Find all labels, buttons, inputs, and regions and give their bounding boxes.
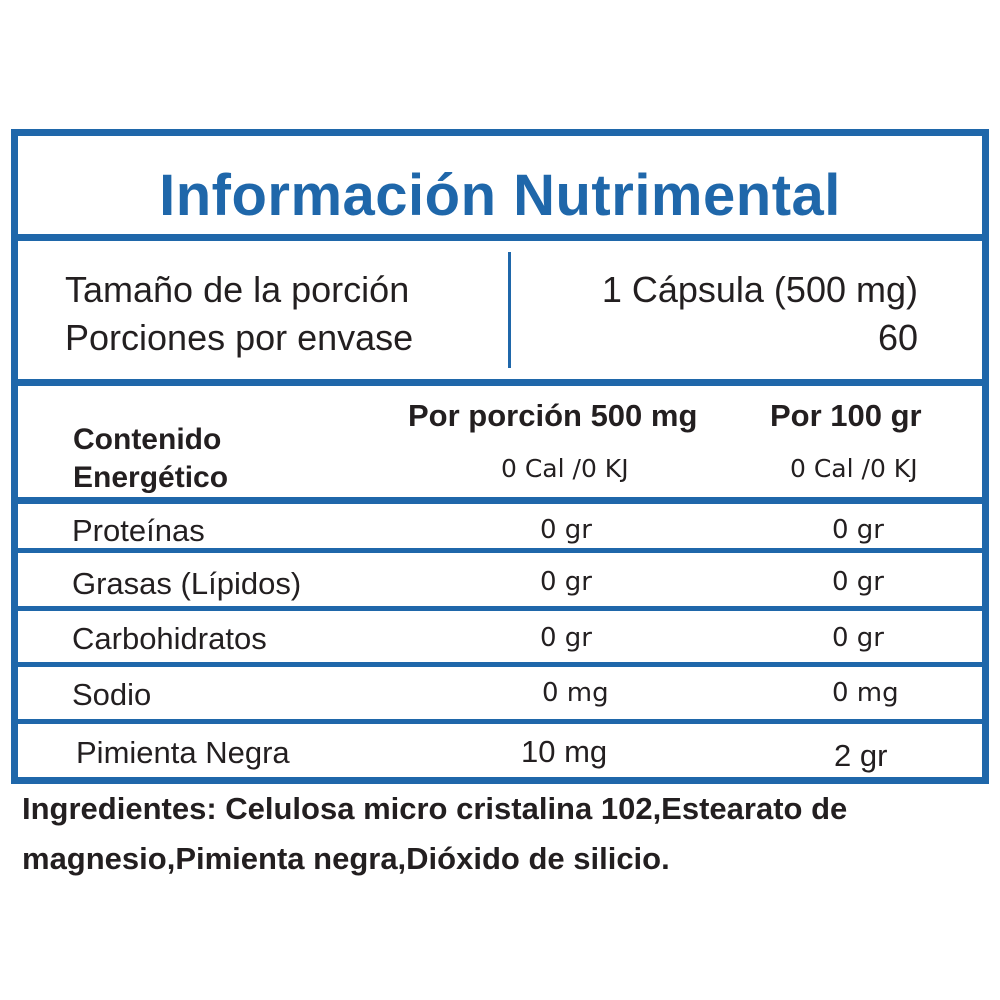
nutrient-per-serving: 0 mg — [542, 678, 609, 708]
divider — [18, 379, 982, 386]
nutrient-per-100: 0 gr — [832, 567, 884, 597]
nutrient-per-serving: 0 gr — [540, 567, 592, 597]
servings-per-container-label: Porciones por envase — [65, 317, 414, 358]
nutrient-name: Proteínas — [72, 513, 205, 548]
nutrient-name: Sodio — [72, 677, 152, 712]
nutrient-name: Grasas (Lípidos) — [72, 566, 302, 601]
row-divider — [18, 548, 982, 553]
serving-size-label: Tamaño de la porción — [65, 269, 410, 310]
column-header-per-serving: Por porción 500 mg — [408, 398, 698, 433]
energy-label: Contenido Energético — [73, 421, 228, 497]
row-divider — [18, 719, 982, 724]
energy-label-line2: Energético — [73, 461, 229, 494]
energy-label-line1: Contenido — [73, 423, 222, 456]
ingredients-text: Ingredientes: Celulosa micro cristalina … — [22, 791, 848, 876]
energy-per-100: 0 Cal /0 KJ — [790, 454, 918, 483]
column-header-per-100: Por 100 gr — [770, 398, 922, 433]
nutrient-per-serving: 0 gr — [540, 623, 592, 653]
nutrition-facts-panel: Información Nutrimental Tamaño de la por… — [11, 129, 989, 784]
panel-title: Información Nutrimental — [159, 163, 841, 228]
nutrient-per-100: 0 mg — [832, 678, 899, 708]
nutrient-per-100: 2 gr — [834, 738, 888, 773]
row-divider — [18, 606, 982, 611]
divider — [18, 497, 982, 504]
nutrient-name: Pimienta Negra — [76, 735, 290, 770]
column-divider — [508, 252, 511, 368]
serving-size-value: 1 Cápsula (500 mg) — [601, 269, 918, 310]
energy-per-serving: 0 Cal /0 KJ — [501, 454, 629, 483]
nutrient-per-100: 0 gr — [832, 623, 884, 653]
divider — [18, 234, 982, 241]
nutrient-per-100: 0 gr — [832, 515, 884, 545]
nutrient-per-serving: 0 gr — [540, 515, 592, 545]
nutrient-per-serving: 10 mg — [521, 734, 608, 769]
nutrient-name: Carbohidratos — [72, 621, 267, 656]
row-divider — [18, 662, 982, 667]
servings-per-container-value: 60 — [877, 317, 918, 358]
